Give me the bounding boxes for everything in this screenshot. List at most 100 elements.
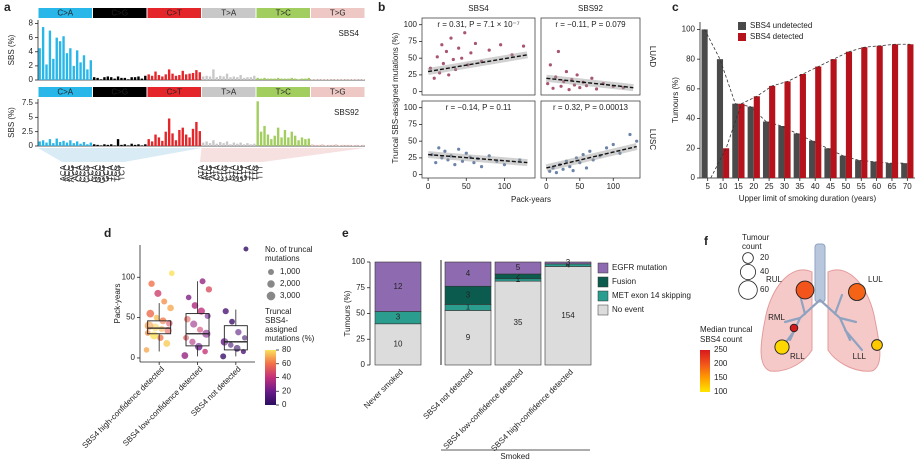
bar — [273, 78, 276, 80]
x-tick-label: 35 — [795, 182, 804, 191]
bar — [769, 85, 776, 178]
x-tick-label: 0 — [544, 182, 549, 191]
bar — [171, 73, 174, 80]
point — [479, 165, 484, 169]
context-label: TCG — [114, 165, 123, 182]
point — [428, 66, 432, 70]
bar — [120, 77, 123, 80]
bar — [334, 144, 338, 146]
point — [163, 340, 171, 347]
lobe-label: RML — [768, 313, 785, 322]
bar — [191, 128, 195, 146]
point — [611, 142, 615, 147]
legend-swatch — [597, 304, 609, 316]
bar — [96, 144, 99, 146]
bar — [229, 77, 232, 80]
bar — [242, 144, 246, 146]
bar — [113, 145, 116, 146]
bar — [311, 144, 314, 146]
segment-label: 3 — [466, 290, 471, 299]
annotation: r = 0.32, P = 0.00013 — [553, 103, 629, 112]
x-tick-label: 25 — [765, 182, 774, 191]
bar — [174, 140, 178, 146]
point — [195, 342, 203, 351]
legend-title: mutations — [265, 254, 300, 263]
size-key — [738, 280, 758, 300]
y-tick-label: 8 — [29, 19, 34, 28]
size-key-label: 40 — [760, 267, 769, 276]
legend-swatch — [738, 22, 746, 30]
bar — [52, 58, 55, 80]
panel-letter: f — [704, 234, 709, 248]
bar — [62, 36, 65, 80]
annotation: r = −0.11, P = 0.079 — [555, 20, 626, 29]
point — [568, 165, 572, 169]
legend-title: Truncal — [265, 307, 292, 316]
point — [554, 75, 558, 79]
y-tick-label: 0 — [131, 353, 136, 362]
bar — [338, 79, 341, 80]
annotation: r = 0.31, P = 7.1 × 10⁻⁷ — [437, 20, 519, 29]
bar — [65, 53, 69, 80]
lobe-label: RLL — [790, 352, 805, 361]
bar — [69, 140, 72, 146]
bar — [178, 129, 181, 146]
context-label: TCC — [110, 165, 119, 182]
segment-label: 154 — [561, 311, 575, 320]
bar-segment — [374, 261, 422, 312]
bar — [338, 145, 341, 146]
context-label: ATA — [197, 164, 206, 179]
bar — [184, 74, 188, 80]
bar — [809, 140, 816, 178]
bar — [215, 77, 219, 80]
bar-segment — [494, 261, 542, 275]
class-header — [147, 87, 201, 97]
panel-frame — [540, 17, 641, 96]
point — [584, 166, 589, 170]
bar — [195, 70, 198, 80]
bar — [38, 141, 41, 146]
bar — [297, 79, 300, 80]
bar — [93, 144, 96, 146]
panel-frame — [540, 100, 641, 179]
point — [443, 149, 447, 153]
bar — [137, 76, 140, 80]
x-tick-label: Never smoked — [362, 368, 405, 411]
point — [559, 84, 563, 88]
legend-label: EGFR mutation — [612, 263, 667, 272]
context-label: TTT — [256, 165, 265, 180]
bar — [222, 76, 225, 80]
bar — [290, 77, 293, 80]
legend-title: assigned — [265, 325, 297, 334]
bar — [300, 78, 304, 80]
legend-swatch — [597, 276, 609, 288]
y-tick-label: 2 — [29, 61, 34, 70]
segment-label: 4 — [566, 260, 571, 269]
bar — [870, 161, 877, 178]
class-label: T>C — [276, 88, 292, 97]
bar — [351, 79, 355, 80]
y-tick-label: 100 — [404, 103, 418, 112]
y-axis-label: SBS (%) — [7, 34, 16, 65]
trachea — [814, 243, 826, 303]
bar — [208, 76, 212, 80]
bar — [215, 143, 219, 146]
bar — [198, 72, 201, 80]
x-tick-label: SBS4 not detected — [421, 368, 475, 422]
bar — [236, 143, 239, 146]
point — [440, 156, 444, 160]
colorbar-label: 40 — [282, 373, 291, 382]
bar — [276, 77, 280, 80]
bar — [253, 143, 256, 146]
point — [153, 314, 160, 321]
bar — [861, 47, 868, 178]
class-label: T>A — [221, 88, 237, 97]
context-label: GTC — [232, 165, 241, 182]
bar — [205, 141, 208, 146]
panel-letter: a — [4, 0, 11, 14]
point — [604, 146, 609, 150]
point — [202, 348, 208, 355]
bar — [140, 145, 144, 146]
